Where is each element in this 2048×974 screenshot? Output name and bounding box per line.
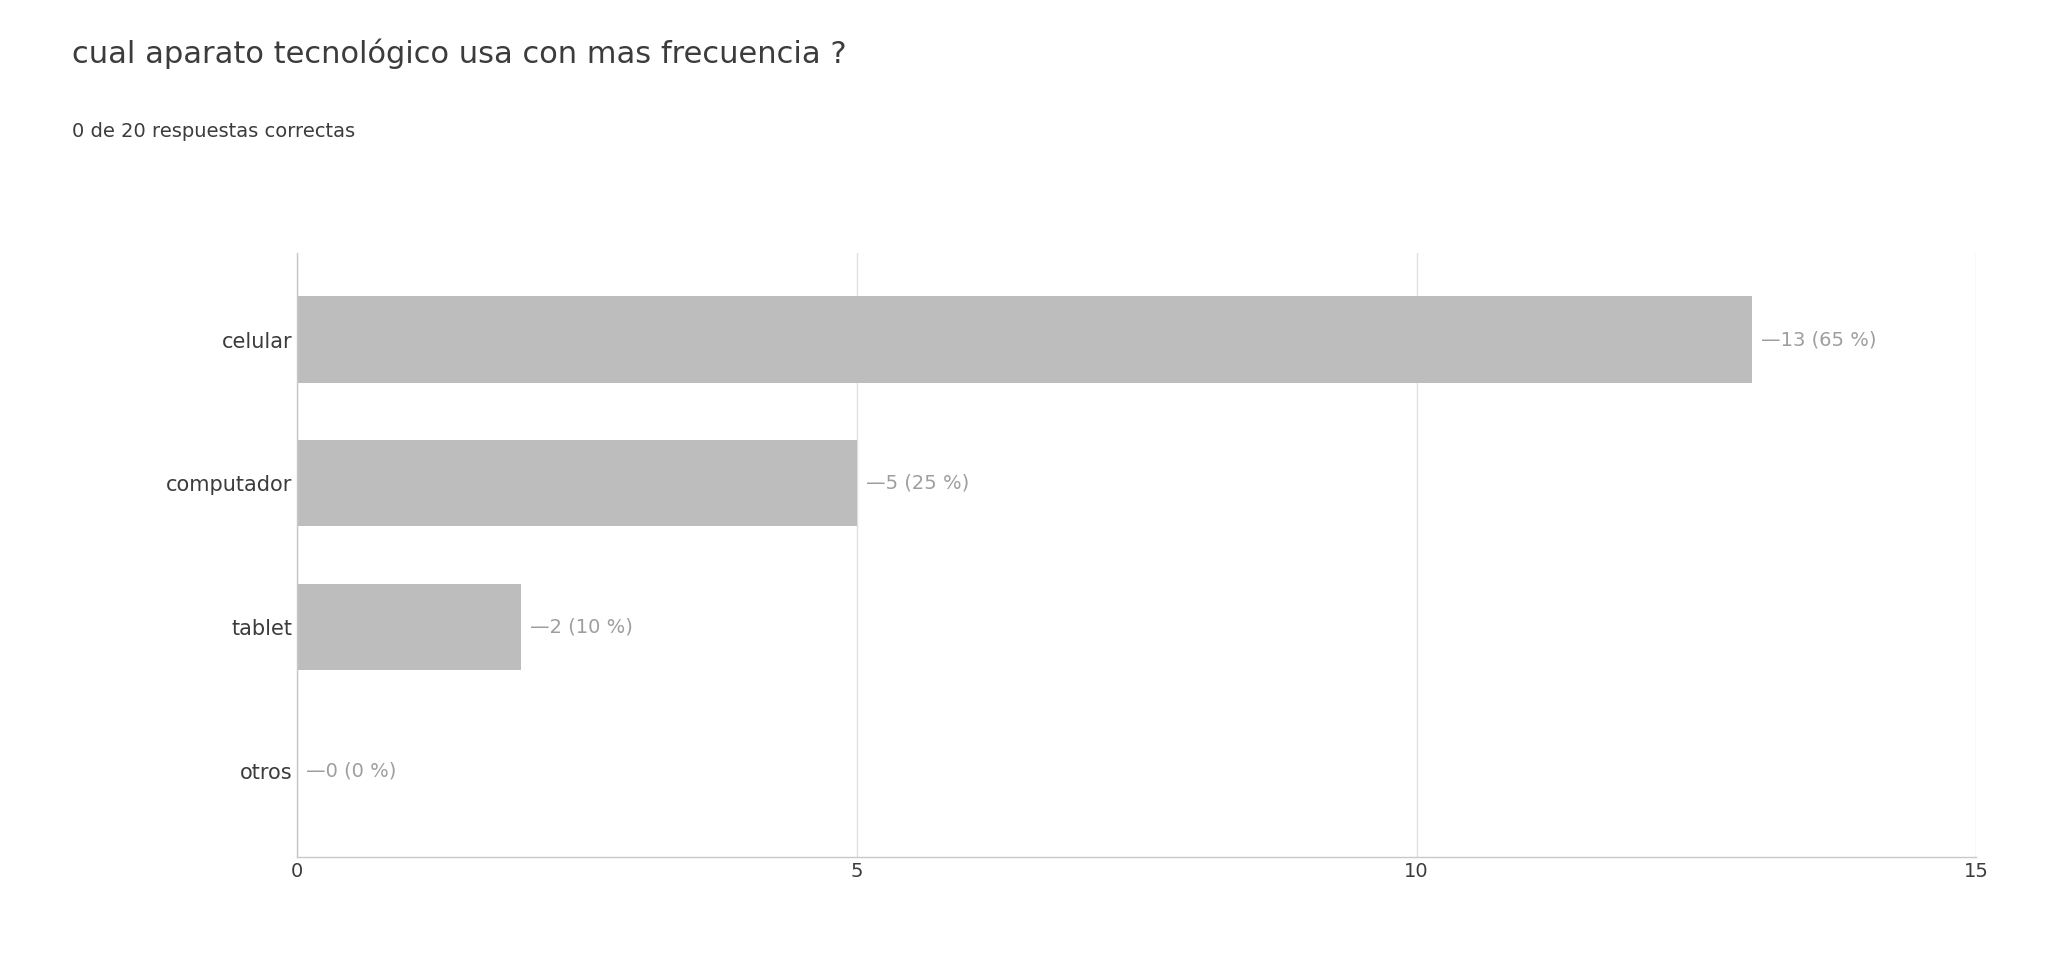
Bar [297, 296, 1753, 383]
Text: —13 (65 %): —13 (65 %) [1761, 330, 1876, 349]
Text: —0 (0 %): —0 (0 %) [305, 762, 397, 780]
Text: —5 (25 %): —5 (25 %) [866, 473, 969, 493]
Text: cual aparato tecnológico usa con mas frecuencia ?: cual aparato tecnológico usa con mas fre… [72, 39, 846, 69]
Text: —2 (10 %): —2 (10 %) [530, 618, 633, 637]
Text: 0 de 20 respuestas correctas: 0 de 20 respuestas correctas [72, 122, 354, 141]
Bar [297, 440, 856, 526]
Bar [297, 584, 520, 670]
